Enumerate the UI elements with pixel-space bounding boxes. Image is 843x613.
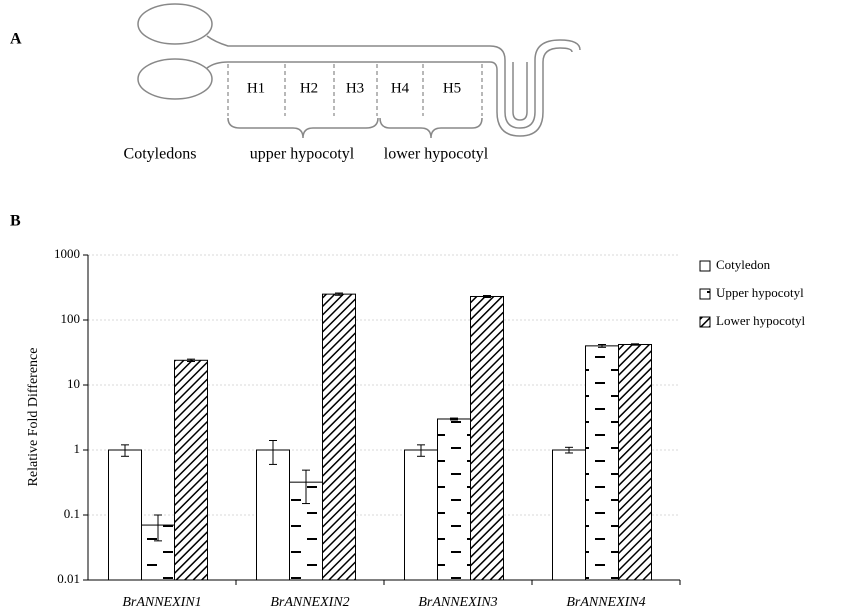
- y-tick-label: 100: [61, 311, 81, 326]
- bar: [471, 296, 504, 580]
- panel-label: A: [10, 31, 22, 48]
- y-tick-label: 10: [67, 376, 80, 391]
- x-tick-label: BrANNEXIN4: [566, 595, 645, 610]
- region-label: Cotyledons: [124, 146, 197, 163]
- region-label: upper hypocotyl: [250, 146, 355, 163]
- seedling-diagram: [138, 4, 580, 138]
- bar: [553, 450, 586, 580]
- segment-label: H1: [247, 80, 265, 96]
- bar: [619, 344, 652, 580]
- legend-label: Upper hypocotyl: [716, 285, 804, 300]
- bar: [405, 450, 438, 580]
- y-tick-label: 0.1: [64, 506, 80, 521]
- figure: A Cotyledons upper hypocotyl lower hypoc…: [0, 0, 843, 613]
- legend-label: Lower hypocotyl: [716, 313, 806, 328]
- x-tick-label: BrANNEXIN2: [270, 595, 349, 610]
- page: {"panel_a": {"label": "A", "segments": […: [0, 0, 843, 613]
- panel-label: B: [10, 213, 21, 230]
- y-tick-label: 1000: [54, 246, 80, 261]
- y-tick-label: 0.01: [57, 571, 80, 586]
- bar: [109, 450, 142, 580]
- bar: [257, 450, 290, 580]
- x-tick-label: BrANNEXIN1: [122, 595, 201, 610]
- segment-label: H5: [443, 80, 461, 96]
- y-tick-label: 1: [74, 441, 81, 456]
- legend-swatch: [700, 289, 710, 299]
- segment-label: H2: [300, 80, 318, 96]
- y-axis-label: Relative Fold Difference: [26, 348, 41, 487]
- segment-label: H3: [346, 80, 364, 96]
- legend-swatch: [700, 317, 710, 327]
- legend-label: Cotyledon: [716, 257, 771, 272]
- legend-swatch: [700, 261, 710, 271]
- region-label: lower hypocotyl: [384, 146, 489, 163]
- x-tick-label: BrANNEXIN3: [418, 595, 497, 610]
- bar: [323, 294, 356, 580]
- bar: [438, 419, 471, 580]
- bar: [586, 346, 619, 580]
- bar: [175, 360, 208, 580]
- segment-label: H4: [391, 80, 410, 96]
